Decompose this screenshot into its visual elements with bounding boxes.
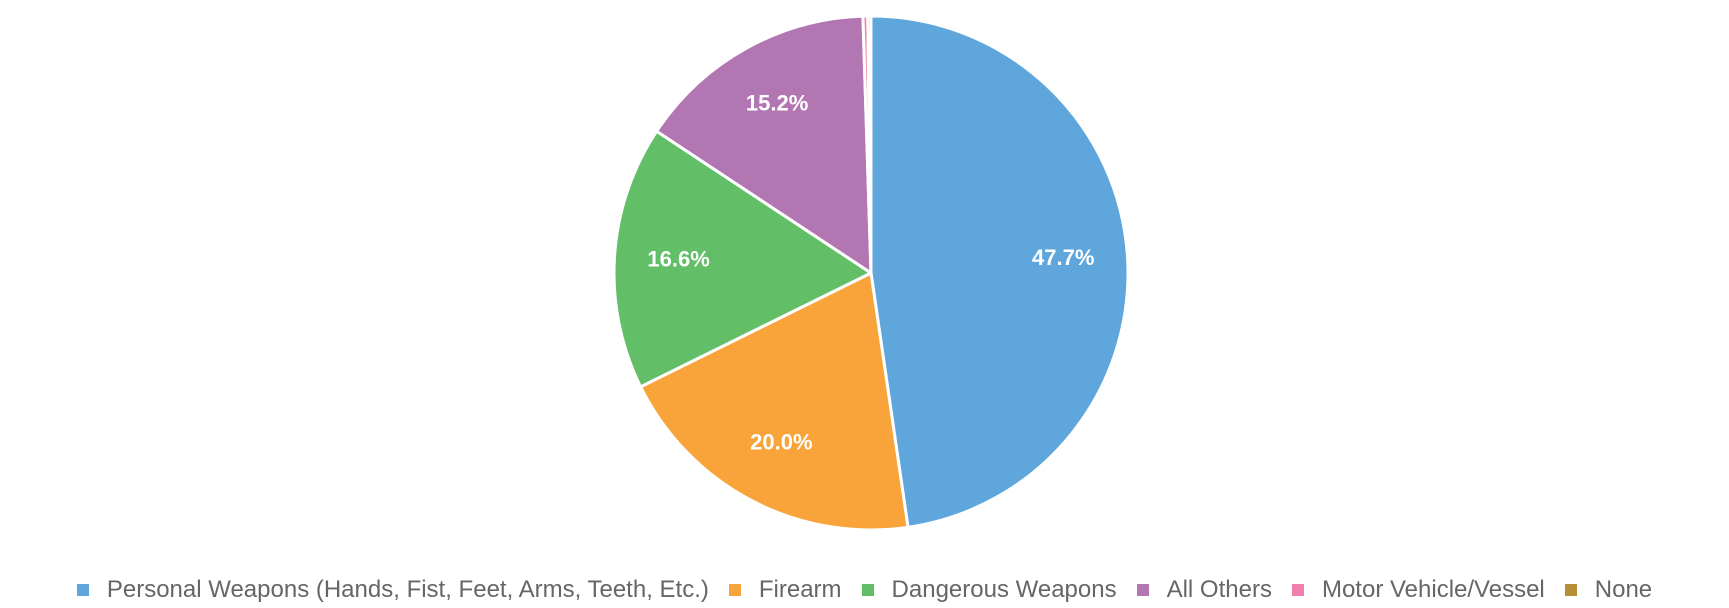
legend-item-1[interactable]: Firearm (728, 576, 842, 604)
pie-slice-label-0: 47.7% (1032, 245, 1094, 270)
legend-swatch-3 (1136, 584, 1149, 596)
legend-item-2[interactable]: Dangerous Weapons (861, 576, 1117, 604)
pie-slice-label-1: 20.0% (750, 429, 812, 454)
pie-slice-0[interactable] (869, 14, 1130, 529)
pie-slice-3[interactable] (655, 14, 873, 275)
legend-label-0: Personal Weapons (Hands, Fist, Feet, Arm… (106, 576, 709, 603)
pie-chart: 47.7% 20.0% 16.6% 15.2% (612, 14, 1130, 532)
legend-swatch-2 (861, 584, 874, 596)
legend-item-0[interactable]: Personal Weapons (Hands, Fist, Feet, Arm… (76, 576, 709, 604)
pie-slice-label-3: 15.2% (746, 90, 808, 115)
legend-swatch-5 (1564, 584, 1577, 596)
legend: Personal Weapons (Hands, Fist, Feet, Arm… (0, 572, 1729, 608)
legend-label-2: Dangerous Weapons (891, 576, 1117, 603)
pie-slice-2[interactable] (612, 129, 873, 389)
legend-label-4: Motor Vehicle/Vessel (1321, 576, 1545, 603)
legend-item-4[interactable]: Motor Vehicle/Vessel (1291, 576, 1545, 604)
legend-item-3[interactable]: All Others (1136, 576, 1272, 604)
legend-swatch-4 (1291, 584, 1304, 596)
legend-label-5: None (1594, 576, 1653, 603)
pie-slice-1[interactable] (639, 271, 910, 532)
pie-slice-label-2: 16.6% (647, 247, 709, 272)
pie-slices (612, 14, 1130, 532)
legend-item-5[interactable]: None (1564, 576, 1653, 604)
pie-slice-labels: 47.7% 20.0% 16.6% 15.2% (647, 90, 1094, 454)
legend-swatch-0 (76, 584, 89, 596)
pie-slice-5[interactable] (866, 14, 873, 275)
legend-label-3: All Others (1166, 576, 1272, 603)
legend-swatch-1 (728, 584, 741, 596)
legend-label-1: Firearm (758, 576, 842, 603)
